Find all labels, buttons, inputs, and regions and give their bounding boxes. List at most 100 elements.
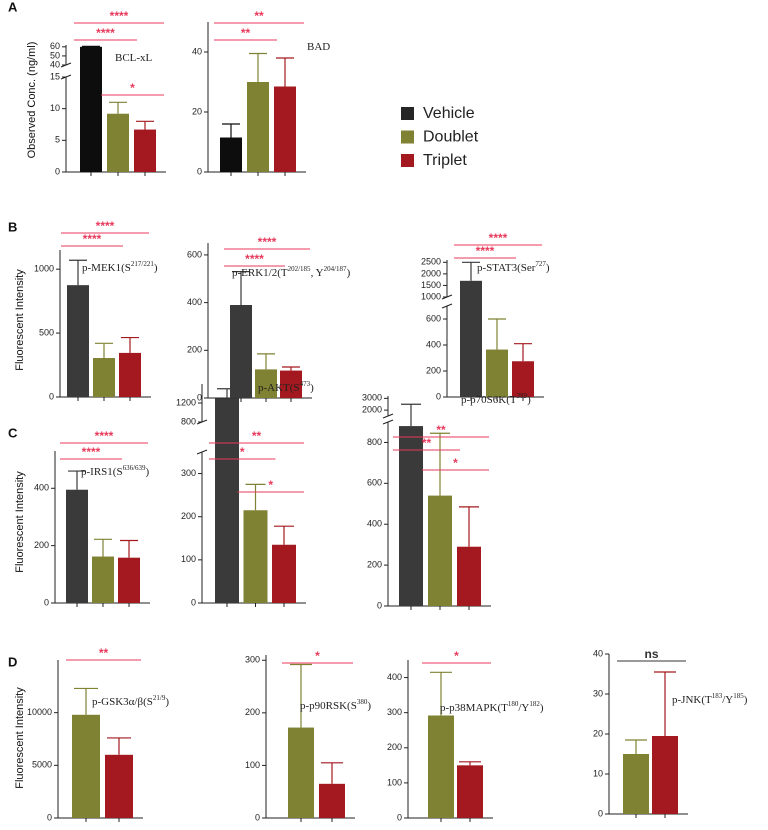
bar — [105, 755, 133, 818]
y-tick-label: 0 — [55, 166, 60, 176]
y-tick-label: 200 — [387, 742, 402, 752]
label-text: ) — [347, 267, 351, 279]
bar — [66, 490, 88, 603]
label-text: ) — [744, 694, 748, 706]
protein-label: BAD — [307, 41, 330, 53]
label-superscript: 182 — [529, 700, 540, 708]
error-bar — [321, 763, 343, 784]
bar — [457, 765, 483, 818]
error-bar — [430, 433, 450, 495]
y-axis-label: Fluorescent Intensity — [14, 687, 26, 789]
error-bar — [246, 484, 266, 510]
label-superscript: 636/639 — [123, 464, 146, 472]
y-tick-label: 300 — [181, 468, 196, 478]
label-text: ) — [540, 702, 544, 714]
bar — [288, 728, 314, 818]
error-bar — [282, 367, 300, 371]
error-bar — [109, 102, 127, 113]
protein-label: p-ERK1/2(T202/185, Y204/187) — [232, 265, 351, 279]
error-bar — [249, 54, 267, 83]
panel-letter: C — [8, 425, 18, 440]
y-tick-label: 3000 — [362, 393, 382, 403]
y-tick-label: 0 — [197, 392, 202, 402]
significance-label: ** — [254, 9, 264, 23]
bar — [134, 130, 156, 172]
label-text: p-p38MAPK(T — [440, 702, 508, 714]
bar — [247, 82, 269, 172]
significance-label: ns — [644, 647, 658, 661]
legend-swatch — [401, 107, 414, 120]
y-tick-label: 40 — [593, 648, 603, 658]
y-tick-label: 200 — [187, 345, 202, 355]
y-tick-label: 50 — [50, 50, 60, 60]
label-text: ) — [367, 700, 371, 712]
significance-label: ** — [252, 429, 262, 443]
error-bar — [488, 319, 506, 350]
y-tick-label: 2000 — [362, 404, 382, 414]
y-tick-label: 20 — [593, 728, 603, 738]
significance-label: * — [268, 478, 273, 492]
y-tick-label: 0 — [49, 391, 54, 401]
significance-label: **** — [245, 252, 264, 266]
bar — [92, 557, 114, 603]
legend-swatch — [401, 154, 414, 167]
significance-label: * — [130, 81, 135, 95]
label-text: , Y — [311, 267, 324, 279]
error-bar — [121, 338, 139, 353]
error-bar — [107, 738, 131, 755]
bar — [428, 496, 452, 606]
label-text: p-GSK3α/β(S — [92, 696, 153, 708]
y-tick-label: 40 — [50, 59, 60, 69]
significance-label: * — [315, 649, 320, 663]
significance-label: **** — [489, 231, 508, 245]
label-text: /Y — [518, 702, 529, 714]
bar — [319, 784, 345, 818]
label-text: p-STAT3(Ser — [477, 262, 536, 274]
y-tick-label: 400 — [34, 483, 49, 493]
y-tick-label: 400 — [387, 672, 402, 682]
y-tick-label: 300 — [245, 655, 260, 665]
significance-label: * — [453, 456, 458, 470]
y-tick-label: 1200 — [176, 397, 196, 407]
label-text: BAD — [307, 41, 330, 53]
label-text: ) — [527, 394, 531, 406]
protein-label: p-IRS1(S636/639) — [81, 464, 150, 478]
y-tick-label: 200 — [245, 707, 260, 717]
y-tick-label: 400 — [426, 339, 441, 349]
label-text: /Y — [722, 694, 733, 706]
bar — [67, 285, 89, 397]
label-text: p-AKT(S — [258, 382, 300, 394]
label-superscript: 389 — [517, 392, 528, 400]
y-tick-label: 2500 — [421, 257, 441, 267]
label-superscript: 185 — [733, 692, 744, 700]
error-bar — [274, 526, 294, 545]
y-tick-label: 200 — [34, 540, 49, 550]
protein-label: p-STAT3(Ser727) — [477, 260, 550, 274]
label-text: ) — [146, 466, 150, 478]
legend-label: Vehicle — [423, 105, 475, 122]
y-tick-label: 0 — [397, 812, 402, 822]
protein-label: p-AKT(S473) — [258, 380, 314, 394]
y-tick-label: 400 — [187, 297, 202, 307]
y-tick-label: 100 — [245, 760, 260, 770]
label-text: ) — [154, 262, 158, 274]
label-superscript: 473 — [300, 380, 311, 388]
bar — [652, 736, 678, 814]
legend-swatch — [401, 131, 414, 144]
error-bar — [459, 762, 481, 766]
bar — [119, 353, 141, 397]
y-tick-label: 800 — [367, 437, 382, 447]
chart: 02004006001000150020002500********p-STAT… — [421, 231, 550, 401]
legend-label: Doublet — [423, 129, 479, 146]
y-tick-label: 0 — [191, 597, 196, 607]
error-bar — [276, 58, 294, 87]
chart: 0500010000**p-GSK3α/β(S21/9)DFluorescent… — [8, 646, 169, 822]
bar — [107, 114, 129, 172]
bar — [623, 754, 649, 814]
label-superscript: 202/185 — [288, 265, 311, 273]
bar — [428, 715, 454, 818]
